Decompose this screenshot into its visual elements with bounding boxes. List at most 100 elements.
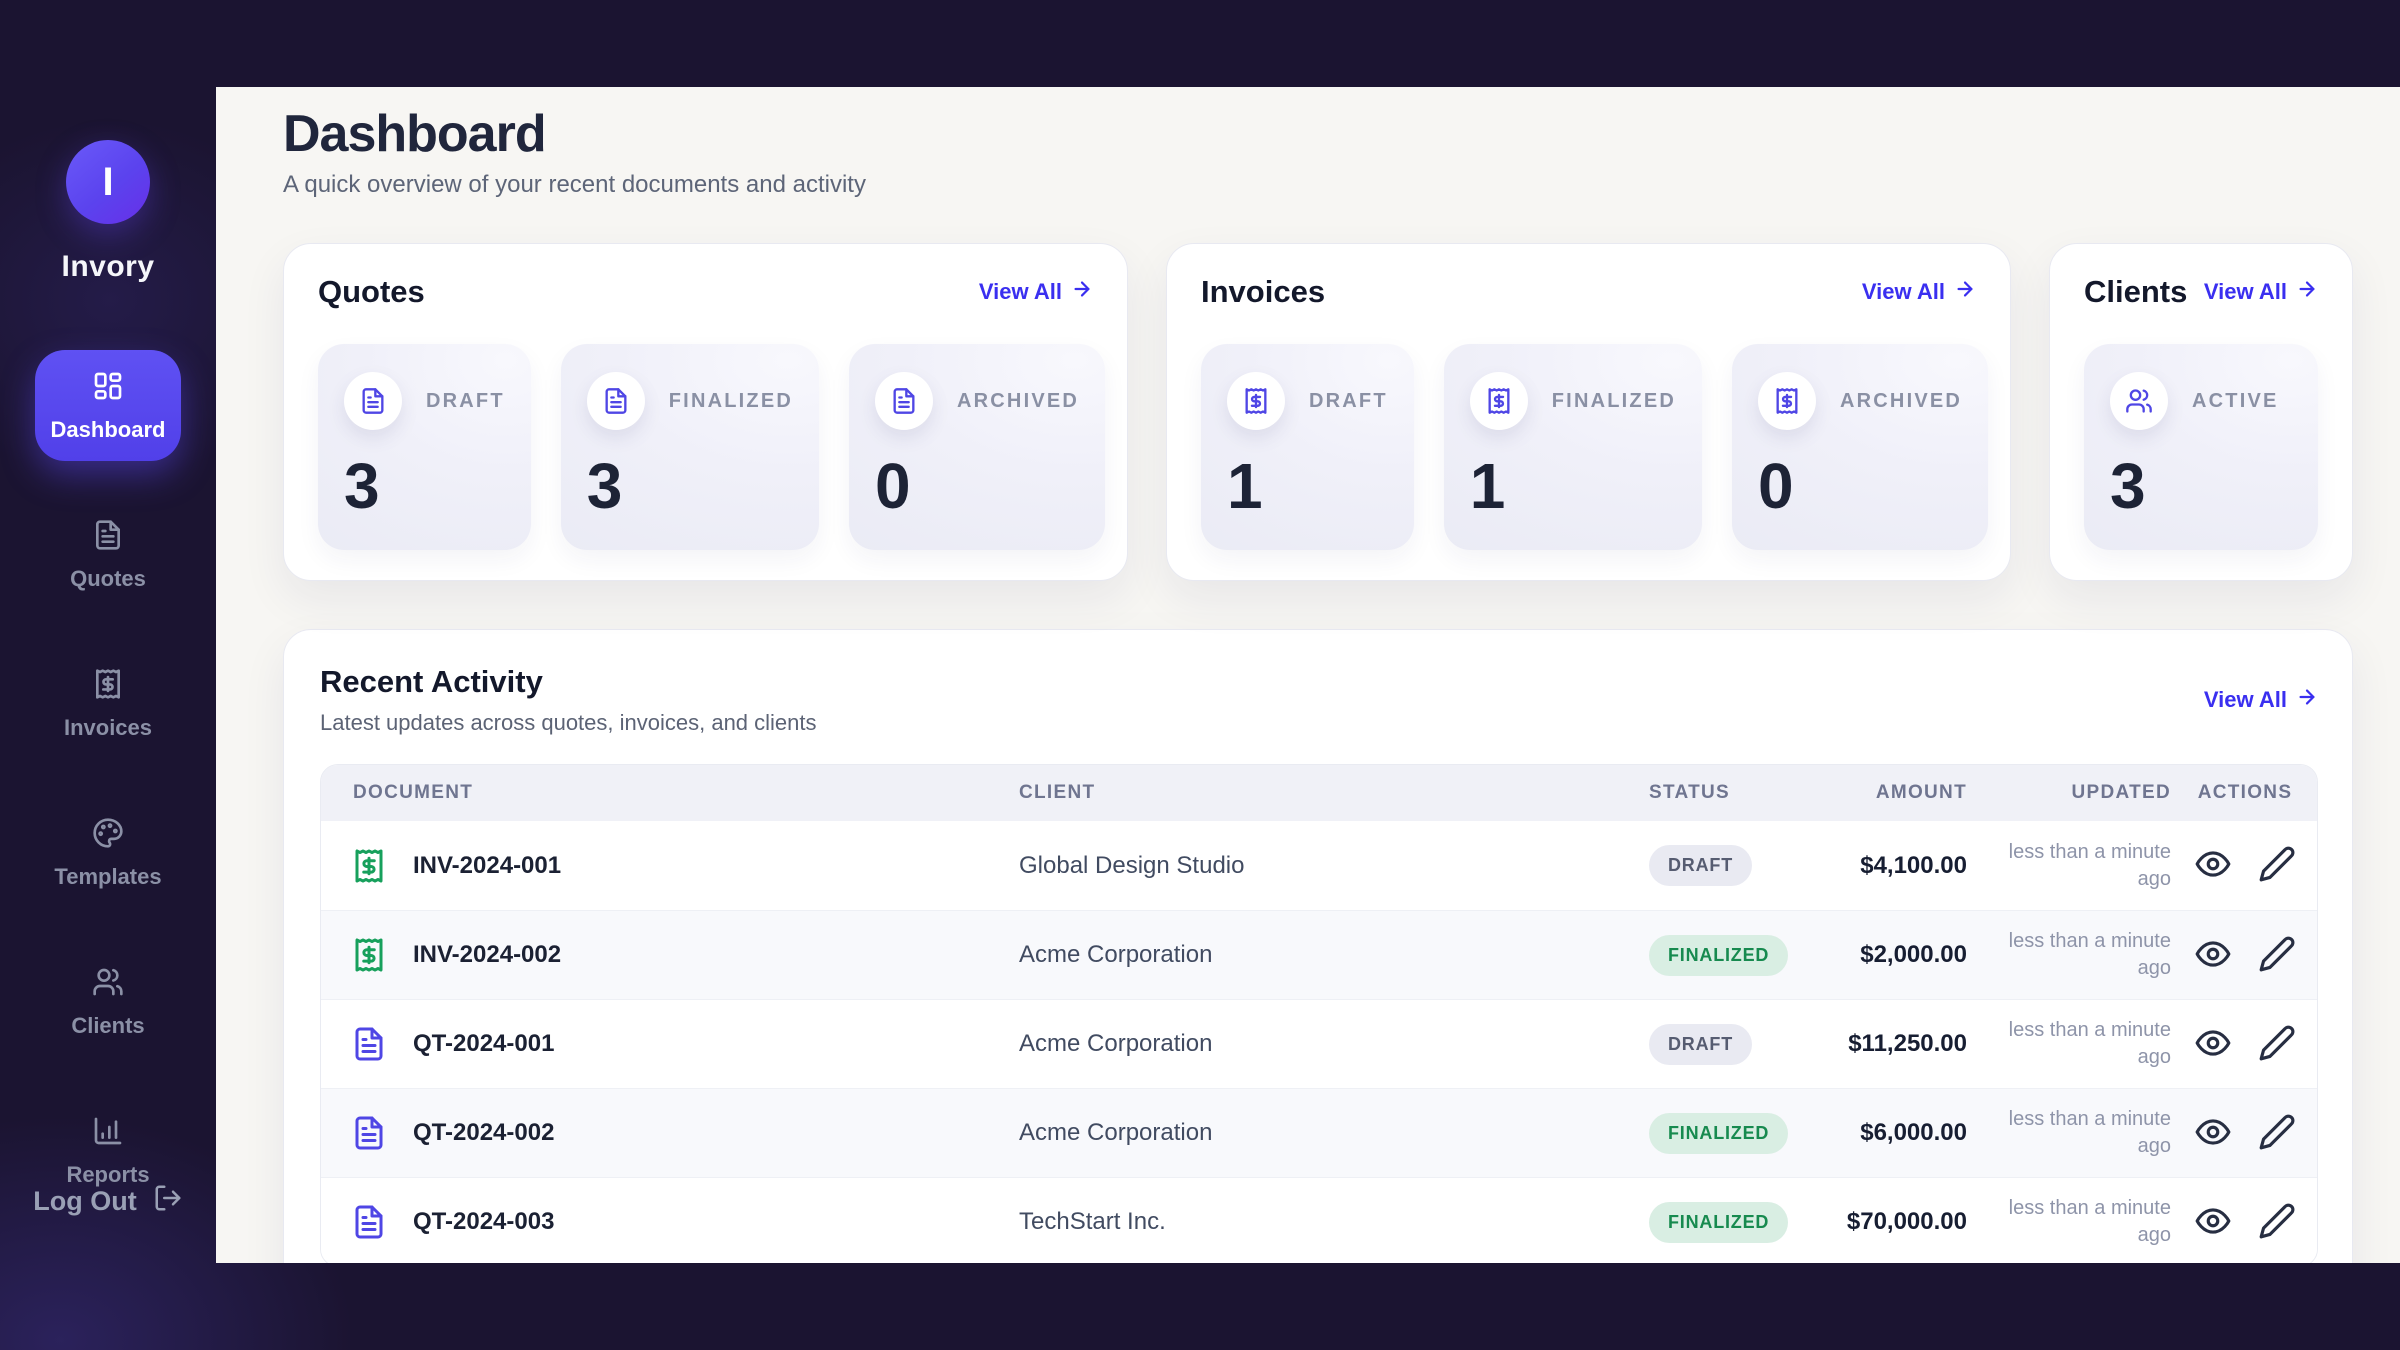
- quotes-card-title: Quotes: [318, 274, 425, 309]
- edit-button[interactable]: [2255, 1022, 2299, 1066]
- sidebar: I Invory Dashboard Quotes Invoices Templ…: [0, 0, 216, 1350]
- stat-label: DRAFT: [426, 389, 505, 412]
- sidebar-item-label: Reports: [66, 1162, 150, 1187]
- client-name: Acme Corporation: [1019, 1030, 1213, 1057]
- stat-label: FINALIZED: [1551, 389, 1676, 412]
- brand-name: Invory: [61, 250, 155, 283]
- stat-value: 0: [1758, 450, 1794, 522]
- sidebar-item-invoices[interactable]: Invoices: [35, 648, 181, 759]
- table-row[interactable]: QT-2024-003 TechStart Inc. FINALIZED $70…: [321, 1177, 2317, 1263]
- stat-value: 3: [2110, 450, 2146, 522]
- edit-button[interactable]: [2255, 844, 2299, 888]
- logout-icon: [153, 1183, 183, 1220]
- table-row[interactable]: INV-2024-002 Acme Corporation FINALIZED …: [321, 910, 2317, 999]
- eye-icon: [2194, 1024, 2232, 1065]
- stat-value: 3: [586, 450, 623, 522]
- view-button[interactable]: [2191, 844, 2235, 888]
- invoices-card: Invoices View All DRAFT 1 F: [1166, 243, 2011, 581]
- eye-icon: [2194, 1113, 2232, 1154]
- receipt-icon: [1469, 372, 1528, 430]
- sidebar-item-reports[interactable]: Reports: [35, 1095, 181, 1206]
- amount: $2,000.00: [1860, 941, 1967, 968]
- view-all-label: View All: [1861, 279, 1945, 304]
- invoices-view-all-link[interactable]: View All: [1862, 278, 1976, 306]
- arrow-right-icon: [2296, 686, 2318, 714]
- sidebar-item-label: Clients: [71, 1013, 145, 1038]
- status-badge: FINALIZED: [1649, 1112, 1789, 1154]
- logout-label: Log Out: [33, 1186, 137, 1216]
- sidebar-item-label: Invoices: [63, 715, 153, 740]
- view-all-label: View All: [2203, 687, 2287, 712]
- clients-active-tile: ACTIVE 3: [2084, 344, 2318, 550]
- pencil-icon: [2258, 1113, 2296, 1154]
- edit-button[interactable]: [2255, 1111, 2299, 1155]
- invoices-draft-tile: DRAFT 1: [1201, 344, 1414, 550]
- stat-value: 0: [875, 450, 911, 522]
- document-id: INV-2024-002: [413, 941, 562, 968]
- file-text-icon: [344, 372, 402, 430]
- updated-time: less than a minute ago: [2008, 1197, 2171, 1246]
- stat-label: ARCHIVED: [957, 389, 1080, 412]
- receipt-icon: [1758, 372, 1816, 430]
- bar-chart-icon: [92, 1115, 124, 1152]
- table-header-row: DOCUMENT CLIENT STATUS AMOUNT UPDATED AC…: [321, 765, 2317, 821]
- logout-button[interactable]: Log Out: [0, 1183, 216, 1220]
- invoices-finalized-tile: FINALIZED 1: [1443, 344, 1702, 550]
- page-title: Dashboard: [283, 105, 547, 163]
- status-badge: FINALIZED: [1649, 934, 1789, 976]
- updated-time: less than a minute ago: [2008, 1108, 2171, 1157]
- recent-activity-subtitle: Latest updates across quotes, invoices, …: [320, 710, 817, 735]
- clients-view-all-link[interactable]: View All: [2204, 278, 2318, 306]
- view-button[interactable]: [2191, 933, 2235, 977]
- brand-logo: I: [66, 140, 150, 224]
- column-header-actions: ACTIONS: [2197, 782, 2293, 803]
- column-header-updated: UPDATED: [2071, 782, 2171, 803]
- receipt-icon: [351, 937, 387, 973]
- view-all-label: View All: [2203, 279, 2287, 304]
- pencil-icon: [2258, 1024, 2296, 1065]
- column-header-document: DOCUMENT: [353, 782, 474, 803]
- table-row[interactable]: QT-2024-001 Acme Corporation DRAFT $11,2…: [321, 999, 2317, 1088]
- client-name: Acme Corporation: [1019, 1119, 1213, 1146]
- view-button[interactable]: [2191, 1200, 2235, 1244]
- stat-value: 1: [1227, 450, 1263, 522]
- recent-activity-title: Recent Activity: [320, 664, 543, 699]
- column-header-client: CLIENT: [1019, 782, 1096, 803]
- palette-icon: [92, 817, 124, 854]
- edit-button[interactable]: [2255, 933, 2299, 977]
- edit-button[interactable]: [2255, 1200, 2299, 1244]
- quotes-card: Quotes View All DRAFT 3 FIN: [283, 243, 1128, 581]
- file-text-icon: [875, 372, 933, 430]
- quotes-finalized-tile: FINALIZED 3: [560, 344, 819, 550]
- table-row[interactable]: QT-2024-002 Acme Corporation FINALIZED $…: [321, 1088, 2317, 1177]
- quotes-archived-tile: ARCHIVED 0: [849, 344, 1106, 550]
- sidebar-item-label: Templates: [54, 864, 162, 889]
- column-header-status: STATUS: [1649, 782, 1730, 803]
- activity-view-all-link[interactable]: View All: [2204, 686, 2318, 714]
- sidebar-item-label: Dashboard: [50, 417, 166, 442]
- updated-time: less than a minute ago: [2008, 930, 2171, 979]
- view-button[interactable]: [2191, 1022, 2235, 1066]
- document-id: QT-2024-001: [413, 1030, 555, 1057]
- recent-activity-card: Recent Activity Latest updates across qu…: [283, 629, 2353, 1263]
- pencil-icon: [2258, 935, 2296, 976]
- table-row[interactable]: INV-2024-001 Global Design Studio DRAFT …: [321, 821, 2317, 910]
- pencil-icon: [2258, 1202, 2296, 1243]
- amount: $4,100.00: [1860, 851, 1967, 879]
- sidebar-item-clients[interactable]: Clients: [35, 946, 181, 1057]
- users-icon: [2110, 372, 2168, 430]
- arrow-right-icon: [1954, 278, 1976, 306]
- sidebar-item-quotes[interactable]: Quotes: [35, 499, 181, 610]
- page-subtitle: A quick overview of your recent document…: [283, 171, 866, 198]
- column-header-amount: AMOUNT: [1875, 782, 1967, 803]
- sidebar-item-label: Quotes: [70, 566, 146, 591]
- file-text-icon: [351, 1026, 387, 1062]
- view-all-label: View All: [978, 279, 1062, 304]
- quotes-view-all-link[interactable]: View All: [979, 278, 1093, 306]
- amount: $70,000.00: [1846, 1208, 1967, 1235]
- sidebar-item-dashboard[interactable]: Dashboard: [35, 350, 181, 461]
- view-button[interactable]: [2191, 1111, 2235, 1155]
- sidebar-item-templates[interactable]: Templates: [35, 797, 181, 908]
- dashboard-grid-icon: [92, 370, 124, 407]
- stat-label: FINALIZED: [668, 389, 793, 412]
